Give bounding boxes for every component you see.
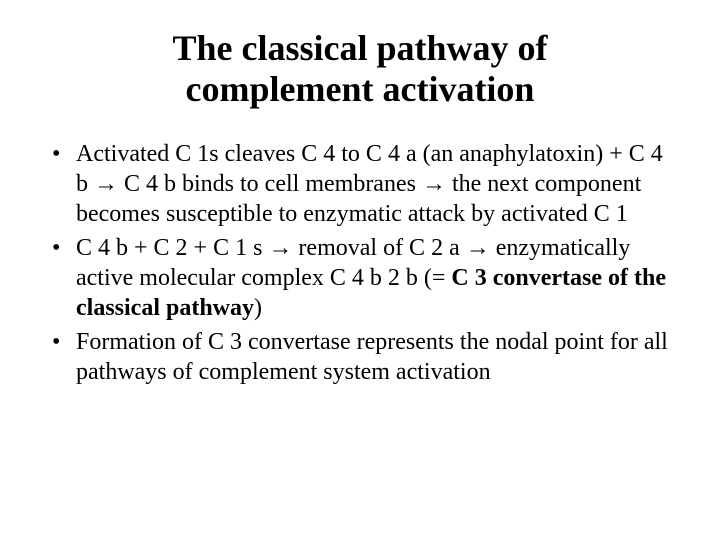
bullet-text: Formation of C 3 convertase represents t…: [76, 329, 668, 385]
title-line-1: The classical pathway of: [172, 28, 547, 68]
slide-title: The classical pathway of complement acti…: [48, 28, 672, 111]
list-item: Activated C 1s cleaves C 4 to C 4 a (an …: [48, 139, 672, 229]
title-line-2: complement activation: [186, 69, 535, 109]
bullet-post: ): [254, 295, 262, 321]
bullet-list: Activated C 1s cleaves C 4 to C 4 a (an …: [48, 139, 672, 387]
list-item: C 4 b + C 2 + C 1 s → removal of C 2 a →…: [48, 233, 672, 323]
slide: The classical pathway of complement acti…: [0, 0, 720, 540]
list-item: Formation of C 3 convertase represents t…: [48, 327, 672, 387]
bullet-text: Activated C 1s cleaves C 4 to C 4 a (an …: [76, 141, 663, 227]
